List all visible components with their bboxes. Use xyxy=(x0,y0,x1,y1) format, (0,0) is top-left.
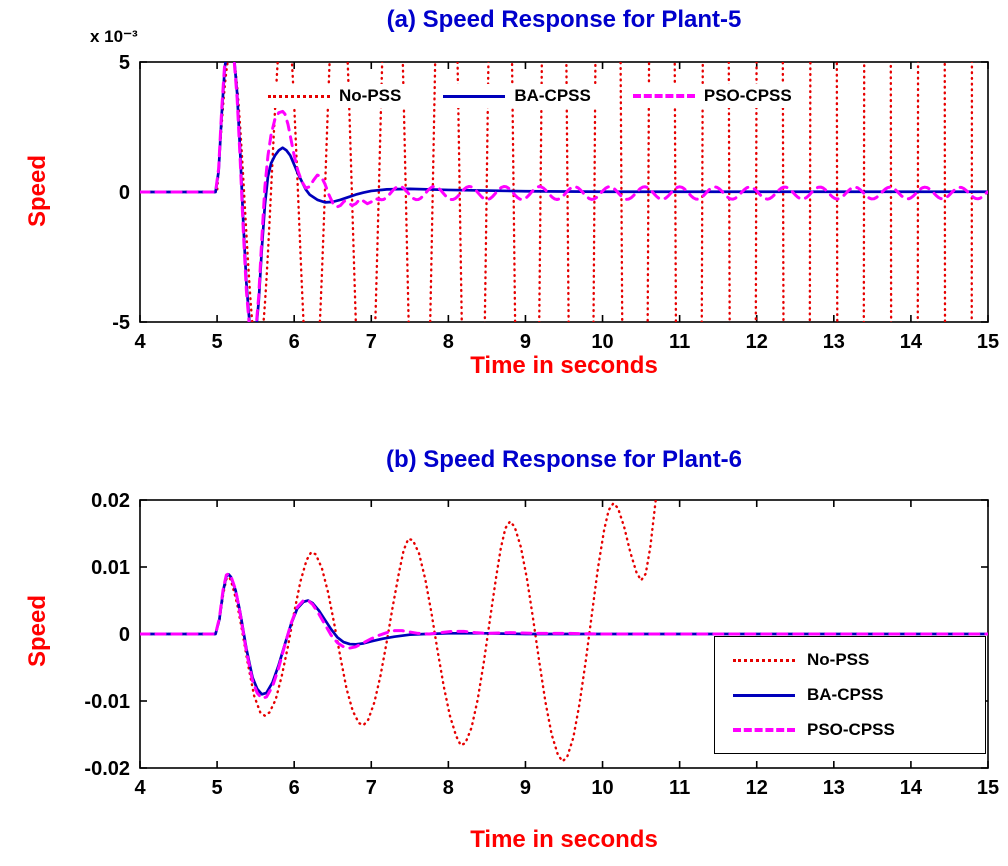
tick-label: 4 xyxy=(134,331,146,353)
tick-label: 7 xyxy=(366,331,377,353)
solid-line-sample-icon xyxy=(443,94,506,98)
tick-label: 15 xyxy=(977,331,999,353)
tick-label: 0 xyxy=(119,182,130,204)
tick-label: 10 xyxy=(591,331,613,353)
legend-item-ba-cpss: BA-CPSS xyxy=(437,84,597,108)
tick-label: 10 xyxy=(591,777,613,799)
legend-label-no-pss: No-PSS xyxy=(807,650,870,669)
tick-label: 14 xyxy=(900,331,923,353)
legend-item-no-pss: No-PSS xyxy=(262,84,408,108)
legend-label-ba-cpss: BA-CPSS xyxy=(807,685,884,704)
series-pso-cpss xyxy=(140,62,988,322)
solid-line-sample-icon xyxy=(733,693,795,697)
tick-label: -0.01 xyxy=(84,691,130,713)
dotted-line-sample-icon xyxy=(268,94,330,98)
dashed-line-sample-icon xyxy=(733,728,795,732)
figure-a-xlabel: Time in seconds xyxy=(470,352,658,379)
series-no-pss xyxy=(140,500,657,763)
figure-a-y-axis-multiplier: x 10⁻³ xyxy=(90,27,138,46)
tick-label: 9 xyxy=(520,777,531,799)
legend-label-ba-cpss: BA-CPSS xyxy=(514,86,591,105)
tick-label: 6 xyxy=(289,331,300,353)
tick-label: 11 xyxy=(669,331,690,353)
tick-label: 13 xyxy=(823,331,845,353)
tick-label: 9 xyxy=(520,331,531,353)
legend-label-pso-cpss: PSO-CPSS xyxy=(807,720,895,739)
tick-label: 12 xyxy=(746,331,768,353)
dashed-line-sample-icon xyxy=(632,94,695,98)
legend-label-no-pss: No-PSS xyxy=(339,86,402,105)
figure-b-title: (b) Speed Response for Plant-6 xyxy=(385,446,743,473)
tick-label: 15 xyxy=(977,777,999,799)
tick-label: 7 xyxy=(366,777,377,799)
figure-a-plot-area: 4 5 6 7 8 9 10 11 12 13 14 15 -5 0 5 xyxy=(112,52,999,353)
figure-b-plot-area: 4 5 6 7 8 9 10 11 12 13 14 15 -0.02 -0.01 0 0.01 0.02 xyxy=(84,490,999,799)
tick-labels: 4 5 6 7 8 9 10 11 12 13 14 15 -5 0 5 xyxy=(112,52,999,353)
legend-item-pso-cpss: PSO-CPSS xyxy=(626,84,798,108)
tick-label: 12 xyxy=(746,777,768,799)
tick-label: 0.01 xyxy=(91,557,130,579)
tick-label: 8 xyxy=(443,777,454,799)
tick-label: 0.02 xyxy=(91,490,130,512)
tick-label: -0.02 xyxy=(84,758,130,780)
figure-speed-response-plant5: (a) Speed Response for Plant-5 x 10⁻³ Sp… xyxy=(0,0,1008,430)
series-pso-cpss xyxy=(140,572,988,700)
tick-label: 13 xyxy=(823,777,845,799)
figure-a-title: (a) Speed Response for Plant-5 xyxy=(386,6,742,33)
tick-label: 8 xyxy=(443,331,454,353)
tick-label: 5 xyxy=(212,777,223,799)
tick-label: 5 xyxy=(119,52,130,74)
tick-label: 5 xyxy=(212,331,223,353)
tick-marks xyxy=(139,499,989,769)
tick-labels: 4 5 6 7 8 9 10 11 12 13 14 15 -0.02 -0.01 0 0.01 0.02 xyxy=(84,490,999,799)
figure-b-legend: No-PSS BA-CPSS PSO-CPSS xyxy=(714,636,986,754)
legend-item-pso-cpss: PSO-CPSS xyxy=(733,720,967,740)
tick-label: 6 xyxy=(289,777,300,799)
tick-marks xyxy=(139,61,989,323)
tick-label: 4 xyxy=(134,777,146,799)
legend-label-pso-cpss: PSO-CPSS xyxy=(703,86,792,105)
figure-a-legend: No-PSS BA-CPSS PSO-CPSS xyxy=(262,84,798,108)
tick-label: 0 xyxy=(119,624,130,646)
tick-label: 14 xyxy=(900,777,923,799)
legend-item-no-pss: No-PSS xyxy=(733,650,967,670)
tick-label: 11 xyxy=(669,777,690,799)
figure-b-xlabel: Time in seconds xyxy=(470,826,658,853)
dotted-line-sample-icon xyxy=(733,658,795,662)
legend-item-ba-cpss: BA-CPSS xyxy=(733,685,967,705)
tick-label: -5 xyxy=(112,312,130,334)
